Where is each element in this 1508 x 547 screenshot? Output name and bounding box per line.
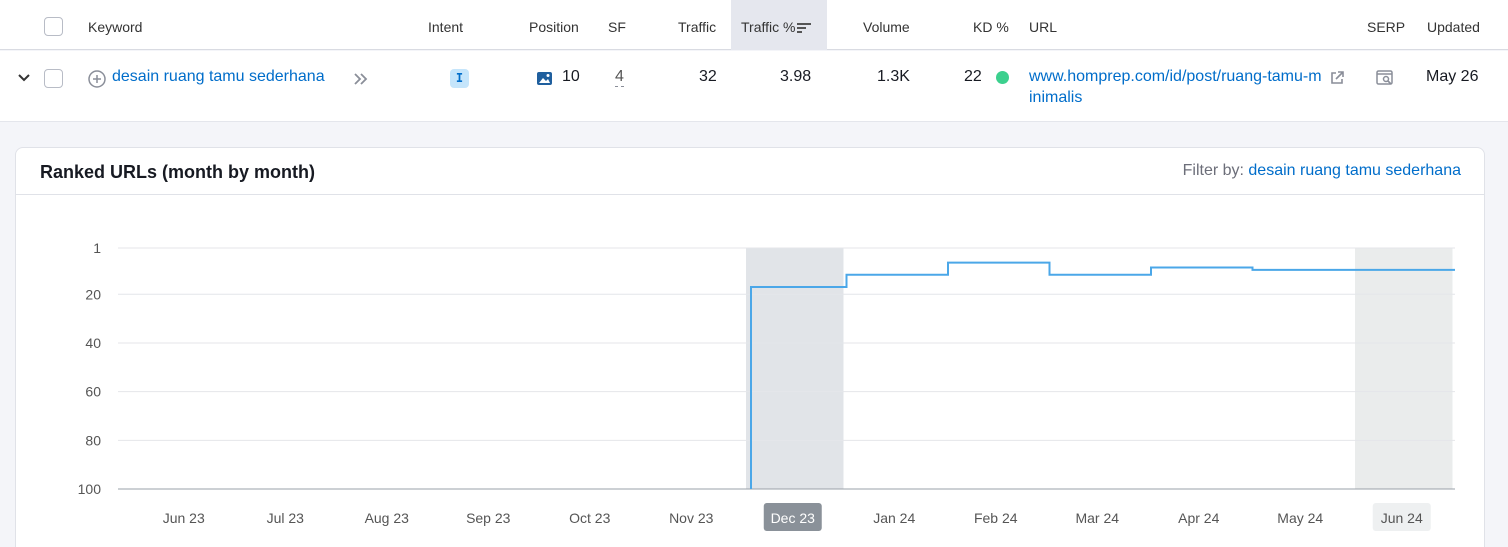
kd-difficulty-dot (996, 71, 1009, 84)
highlight-column-jun-24 (1355, 248, 1453, 489)
x-tick-label: Oct 23 (569, 510, 610, 526)
traffic-value: 32 (699, 68, 717, 85)
x-tick-label: Jun 23 (163, 510, 205, 526)
image-serp-feature-icon (537, 72, 552, 85)
header-updated[interactable]: Updated (1427, 19, 1480, 35)
card-header: Ranked URLs (month by month) Filter by: … (16, 148, 1484, 195)
url-link[interactable]: www.homprep.com/id/post/ruang-tamu-minim… (1029, 68, 1322, 106)
header-sf[interactable]: SF (608, 19, 626, 35)
y-tick-label: 80 (85, 432, 101, 448)
ranking-line-series-0 (750, 261, 1455, 489)
y-tick-label: 100 (78, 481, 102, 497)
filter-by-text: Filter by: (1182, 162, 1244, 179)
tick-bg (1372, 503, 1431, 531)
x-tick-label: May 24 (1277, 510, 1323, 526)
x-tick-label: Sep 23 (466, 510, 511, 526)
header-position[interactable]: Position (529, 19, 579, 35)
highlight-column-dec-23 (746, 248, 844, 489)
add-keyword-icon[interactable] (88, 70, 106, 88)
x-tick-label: Mar 24 (1075, 510, 1119, 526)
header-traffic-percent[interactable]: Traffic % (731, 0, 827, 50)
double-chevron-right-icon[interactable] (353, 72, 369, 86)
filter-keyword-link[interactable]: desain ruang tamu sederhana (1248, 162, 1461, 179)
x-tick-label: Nov 23 (669, 510, 714, 526)
header-kd[interactable]: KD % (973, 19, 1009, 35)
x-tick-label: Jun 24 (1381, 510, 1423, 526)
y-tick-label: 40 (85, 335, 101, 351)
x-tick-label: Aug 23 (365, 510, 410, 526)
keyword-link[interactable]: desain ruang tamu sederhana (112, 68, 325, 85)
intent-badge: I (450, 69, 469, 88)
header-traffic-percent-label: Traffic % (741, 19, 796, 35)
kd-value: 22 (964, 68, 982, 85)
y-tick-label: 20 (85, 286, 101, 302)
traffic-percent-value: 3.98 (780, 68, 812, 85)
x-tick-label: Feb 24 (974, 510, 1018, 526)
external-link-icon[interactable] (1329, 70, 1345, 86)
table-header: Keyword Intent Position SF Traffic Traff… (0, 0, 1508, 50)
filter-label: Filter by: desain ruang tamu sederhana (1183, 162, 1461, 180)
updated-value: May 26 (1426, 68, 1479, 85)
header-intent[interactable]: Intent (428, 19, 464, 35)
sf-value[interactable]: 4 (615, 68, 624, 87)
x-tick-label: Jul 23 (267, 510, 305, 526)
select-all-checkbox[interactable] (44, 17, 63, 36)
header-volume[interactable]: Volume (863, 19, 910, 35)
header-url[interactable]: URL (1029, 19, 1058, 35)
card-title: Ranked URLs (month by month) (40, 162, 315, 182)
header-traffic[interactable]: Traffic (678, 19, 717, 35)
x-tick-label: Dec 23 (771, 510, 816, 526)
row-checkbox[interactable] (44, 69, 63, 88)
volume-value: 1.3K (877, 68, 910, 85)
y-tick-label: 60 (85, 384, 101, 400)
x-tick-label: Apr 24 (1178, 510, 1219, 526)
header-serp[interactable]: SERP (1367, 19, 1406, 35)
position-value: 10 (562, 68, 580, 85)
x-tick-label: Jan 24 (873, 510, 915, 526)
table-row: desain ruang tamu sederhana I 10 4 32 3.… (0, 51, 1508, 122)
y-tick-label: 1 (93, 240, 101, 256)
chevron-down-icon[interactable] (17, 73, 31, 83)
sort-descending-icon (797, 23, 812, 33)
serp-snapshot-icon[interactable] (1376, 70, 1394, 86)
active-tick-bg (763, 503, 822, 531)
header-keyword[interactable]: Keyword (88, 19, 143, 35)
